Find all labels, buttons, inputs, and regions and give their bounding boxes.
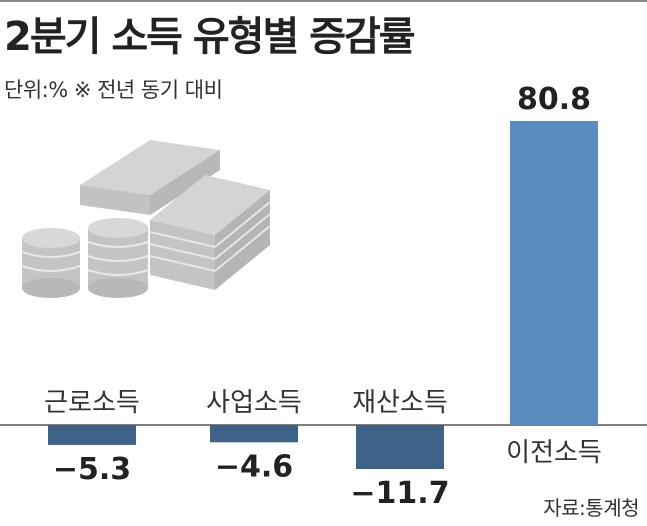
value-label-2: −4.6 bbox=[215, 449, 293, 484]
category-label-3: 재산소득 bbox=[352, 388, 448, 418]
category-label-4: 이전소득 bbox=[506, 438, 602, 468]
chart-subtitle: 단위:% ※ 전년 동기 대비 bbox=[4, 78, 223, 102]
source-note: 자료:통계청 bbox=[543, 496, 639, 520]
category-label-1: 근로소득 bbox=[44, 388, 140, 418]
chart-title: 2분기 소득 유형별 증감률 bbox=[4, 14, 416, 60]
value-label-3: −11.7 bbox=[350, 476, 449, 511]
category-label-2: 사업소득 bbox=[206, 388, 302, 418]
top-rule bbox=[0, 0, 647, 2]
value-label-1: −5.3 bbox=[53, 452, 131, 487]
value-label-4: 80.8 bbox=[517, 82, 591, 117]
money-stack-icon bbox=[21, 140, 271, 298]
bar-2 bbox=[210, 425, 298, 443]
bar-1 bbox=[48, 425, 136, 445]
bar-4 bbox=[510, 121, 598, 425]
bar-3 bbox=[356, 425, 444, 470]
